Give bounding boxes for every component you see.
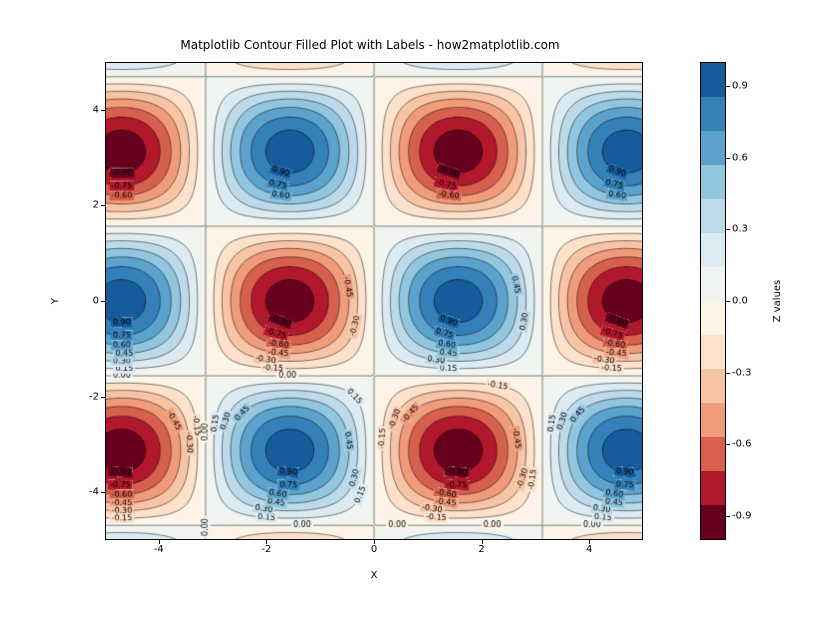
y-tick-label: 4 [69, 104, 99, 115]
colorbar-tick-label: -0.6 [732, 439, 752, 450]
colorbar-tick-label: 0.0 [732, 296, 748, 307]
x-tick-label: 4 [586, 544, 592, 555]
colorbar-tick-label: 0.6 [732, 152, 748, 163]
colorbar-tick-label: 0.3 [732, 224, 748, 235]
y-tick-label: -2 [69, 391, 99, 402]
colorbar [700, 62, 726, 540]
x-tick-label: -2 [261, 544, 271, 555]
colorbar-tick-label: 0.9 [732, 80, 748, 91]
x-tick-label: 2 [478, 544, 484, 555]
y-axis-label: Y [50, 62, 64, 540]
figure: Matplotlib Contour Filled Plot with Labe… [0, 0, 840, 630]
colorbar-tick-label: -0.9 [732, 511, 752, 522]
plot-canvas [106, 63, 642, 539]
colorbar-label: Z values [772, 62, 786, 540]
y-tick-label: 0 [69, 296, 99, 307]
x-tick-label: -4 [154, 544, 164, 555]
y-tick-label: -4 [69, 487, 99, 498]
x-tick-label: 0 [371, 544, 377, 555]
y-tick-label: 2 [69, 200, 99, 211]
colorbar-tick-label: -0.3 [732, 367, 752, 378]
plot-title: Matplotlib Contour Filled Plot with Labe… [0, 38, 740, 52]
contour-plot [105, 62, 643, 540]
x-axis-label: X [105, 570, 643, 581]
